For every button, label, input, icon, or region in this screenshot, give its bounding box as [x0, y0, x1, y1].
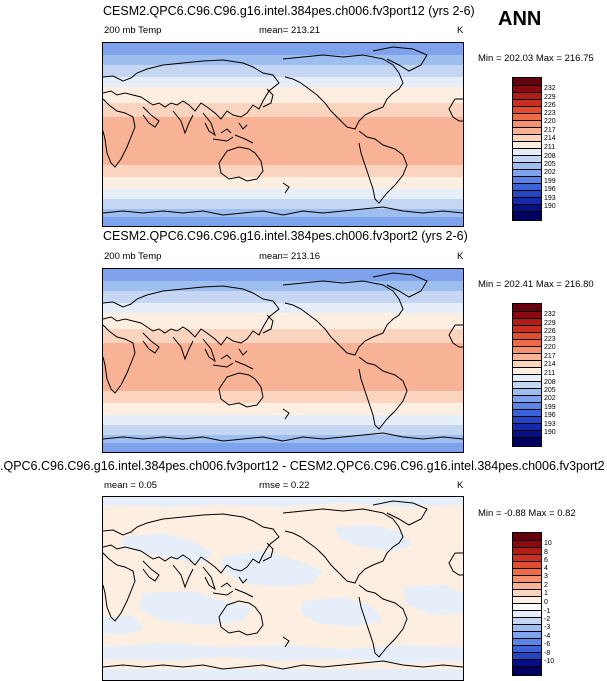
panel-2-map — [102, 268, 464, 453]
panel-1-title: CESM2.QPC6.C96.C96.g16.intel.384pes.ch00… — [103, 4, 475, 18]
panel-1-map — [102, 42, 464, 227]
panel-3-units: K — [457, 480, 464, 491]
colorbar-tick-label: 205 — [544, 387, 556, 394]
colorbar-tick-label: -3 — [544, 624, 551, 631]
colorbar-tick-label: 208 — [544, 379, 556, 386]
colorbar-tick-label: -6 — [544, 641, 551, 648]
panel-1-min-max: Min = 202.03 Max = 216.75 — [478, 53, 594, 64]
colorbar-tick-label: 0 — [544, 599, 548, 606]
colorbar-tick-label: 226 — [544, 102, 556, 109]
colorbar-tick-label: -8 — [544, 650, 551, 657]
panel-2-title: CESM2.QPC6.C96.C96.g16.intel.384pes.ch00… — [103, 229, 468, 243]
panel-1-variable-label: 200 mb Temp — [104, 25, 162, 36]
colorbar-tick-label: 217 — [544, 353, 556, 360]
colorbar-tick-label: 229 — [544, 94, 556, 101]
colorbar-tick-label: 211 — [544, 144, 556, 151]
panel-2-mean-label: mean= 213.16 — [259, 251, 321, 262]
colorbar-tick-label: 196 — [544, 186, 556, 193]
panel-3-min-max: Min = -0.88 Max = 0.82 — [478, 508, 576, 519]
panel-2-min-max: Min = 202.41 Max = 216.80 — [478, 279, 594, 290]
colorbar-tick-label: 2 — [544, 582, 548, 589]
colorbar-tick-label: 3 — [544, 573, 548, 580]
season-label: ANN — [498, 8, 542, 30]
colorbar-tick-label: 217 — [544, 127, 556, 134]
colorbar-tick-label: 202 — [544, 395, 556, 402]
colorbar-tick-label: 193 — [544, 195, 556, 202]
panel-1-units: K — [457, 25, 464, 36]
colorbar-tick-label: 4 — [544, 565, 548, 572]
colorbar-tick-label: -10 — [544, 658, 555, 665]
colorbar-tick-label: -2 — [544, 616, 551, 623]
colorbar-tick-label: 214 — [544, 135, 556, 142]
colorbar-tick-label: 10 — [544, 540, 552, 547]
colorbar-tick-label: 202 — [544, 169, 556, 176]
colorbar-tick-label: 205 — [544, 161, 556, 168]
panel-2-variable-label: 200 mb Temp — [104, 251, 162, 262]
colorbar-tick-label: 226 — [544, 328, 556, 335]
colorbar-tick-label: 199 — [544, 178, 556, 185]
colorbar-tick-label: -1 — [544, 608, 551, 615]
colorbar-tick-label: 199 — [544, 404, 556, 411]
panel-3-mean-label: mean = 0.05 — [104, 480, 158, 491]
colorbar-tick-label: 220 — [544, 118, 556, 125]
panel-3-rmse-label: rmse = 0.22 — [259, 480, 310, 491]
colorbar-tick-label: 220 — [544, 344, 556, 351]
panel-1-mean-label: mean= 213.21 — [259, 25, 321, 36]
colorbar-tick-label: 1 — [544, 590, 548, 597]
colorbar-tick-label: 8 — [544, 549, 548, 556]
colorbar-tick-label: 190 — [544, 203, 556, 210]
panel-3-colorbar — [512, 532, 542, 676]
panel-3-title: .QPC6.C96.C96.g16.intel.384pes.ch006.fv3… — [0, 459, 605, 473]
colorbar-tick-label: 214 — [544, 361, 556, 368]
panel-1-colorbar — [512, 77, 542, 221]
colorbar-tick-label: 229 — [544, 320, 556, 327]
colorbar-tick-label: 211 — [544, 370, 556, 377]
colorbar-tick-label: 232 — [544, 85, 556, 92]
colorbar-tick-label: 223 — [544, 336, 556, 343]
colorbar-tick-label: 193 — [544, 421, 556, 428]
panel-2-colorbar — [512, 303, 542, 447]
colorbar-tick-label: 223 — [544, 110, 556, 117]
colorbar-tick-label: 6 — [544, 557, 548, 564]
panel-3-map — [102, 496, 464, 681]
colorbar-tick-label: 196 — [544, 412, 556, 419]
colorbar-tick-label: 190 — [544, 429, 556, 436]
panel-2-units: K — [457, 251, 464, 262]
colorbar-tick-label: 208 — [544, 153, 556, 160]
colorbar-tick-label: -4 — [544, 633, 551, 640]
colorbar-tick-label: 232 — [544, 311, 556, 318]
